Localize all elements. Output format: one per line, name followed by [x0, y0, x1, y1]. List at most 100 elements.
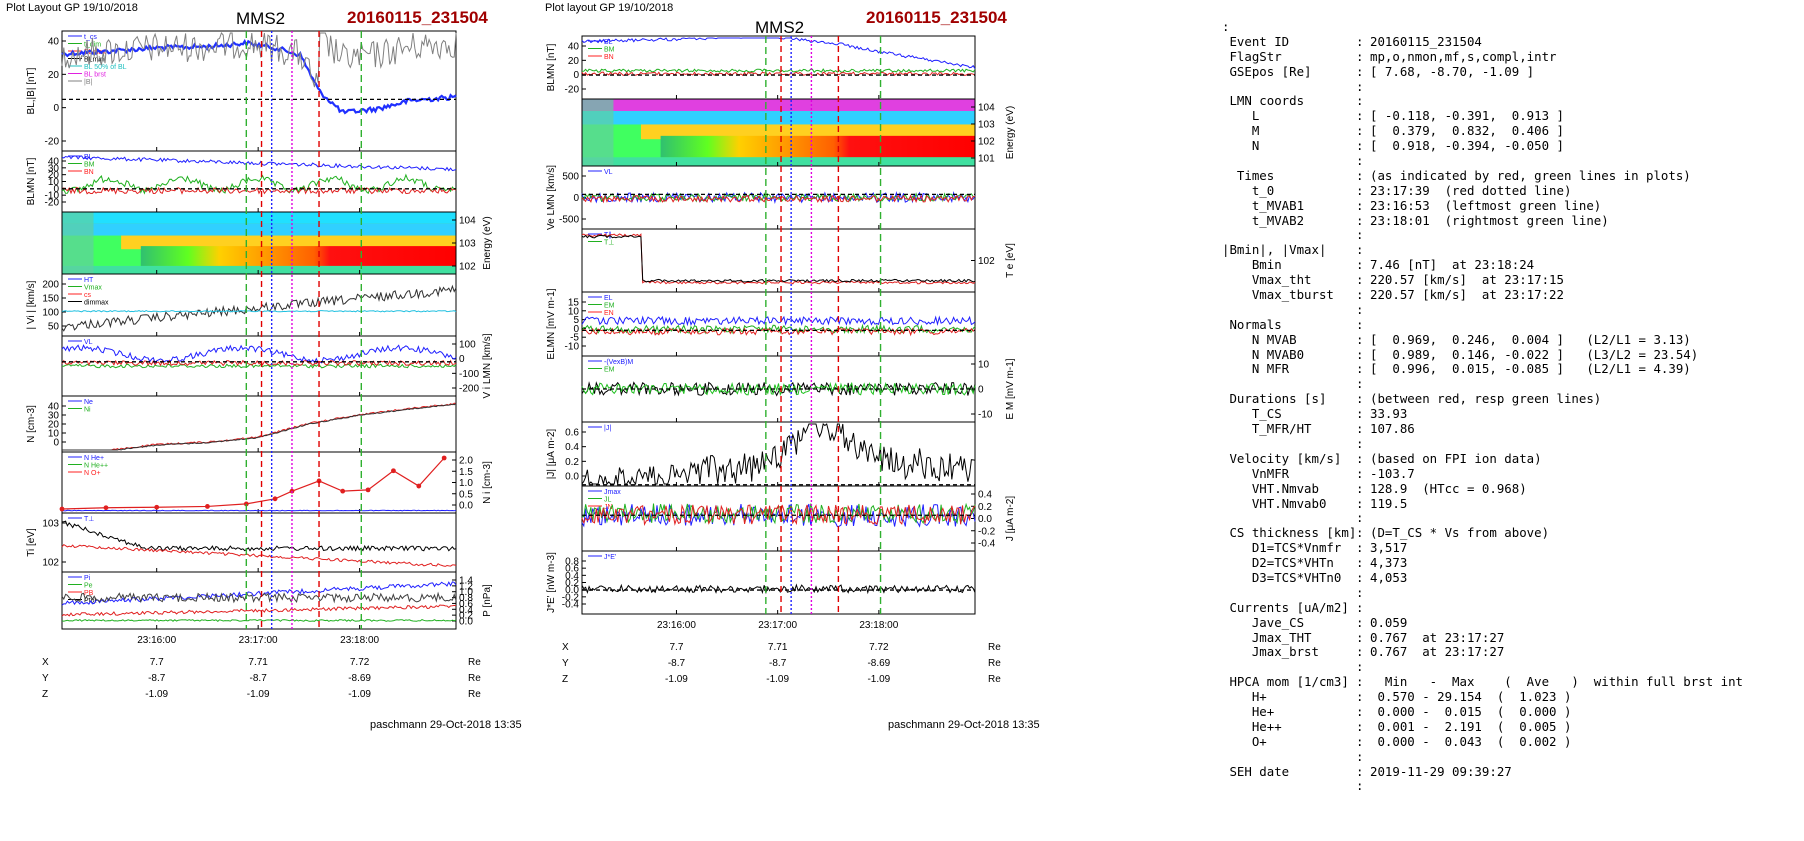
info-key: Event ID: [1222, 33, 1290, 49]
info-key: Jave_CS: [1222, 614, 1305, 630]
y-tick-label: -10: [565, 342, 580, 353]
info-key: H+: [1222, 689, 1267, 705]
r-tick-label: 102: [978, 137, 995, 148]
r-axis-label: J [μA m-2]: [1005, 496, 1016, 541]
y-tick-label: -500: [559, 215, 579, 226]
data-trace: [581, 381, 976, 397]
y-tick-label: -5: [570, 333, 579, 344]
info-colon: :: [1356, 361, 1364, 377]
orbit-value: -8.69: [348, 673, 371, 684]
y-tick-label: 0.0: [565, 585, 579, 596]
info-colon: :: [1356, 465, 1364, 481]
y-tick-label: 10: [568, 306, 580, 317]
info-row: VHT.Nmvab0:119.5: [1222, 495, 1800, 512]
info-colon: :: [1356, 406, 1364, 422]
info-key: D1=TCS*Vnmfr: [1222, 540, 1342, 556]
info-colon: :: [1356, 212, 1364, 228]
y-tick-label: 500: [562, 172, 579, 183]
info-row: :: [1222, 153, 1800, 169]
info-row: Times: (as indicated by red, green lines …: [1222, 167, 1800, 184]
info-colon: :: [1356, 331, 1364, 347]
data-trace: [61, 543, 457, 567]
y-tick-label: 0.2: [565, 457, 579, 468]
data-trace: [61, 38, 457, 115]
legend-entry: PB: [84, 590, 94, 597]
info-value: 33.93: [1370, 406, 1408, 422]
y-tick-label: 0.6: [565, 564, 579, 575]
info-key: FlagStr: [1222, 48, 1282, 64]
r-tick-label: 0.6: [459, 599, 473, 610]
orbit-value: -8.7: [668, 658, 686, 669]
info-value: [ 0.379, 0.832, 0.406 ]: [1370, 123, 1564, 139]
info-key: T_CS: [1222, 406, 1282, 422]
info-value: 7.46 [nT] at 23:18:24: [1370, 257, 1535, 273]
y-tick-label: 0.2: [565, 578, 579, 589]
he-plus-plus-line: [61, 457, 445, 510]
info-key: |Bmin|, |Vmax|: [1222, 242, 1327, 258]
info-value: 0.001 - 2.191 ( 0.005 ): [1370, 718, 1572, 734]
info-row: L: [ -0.118, -0.391, 0.913 ]: [1222, 108, 1800, 124]
right-footer: paschmann 29-Oct-2018 13:35: [888, 719, 1040, 731]
orbit-value: 7.71: [768, 642, 788, 653]
info-colon: :: [1356, 614, 1364, 630]
y-tick-label: 20: [568, 56, 580, 67]
legend-entry: N He+: [84, 455, 104, 462]
y-tick-label: 0: [573, 324, 579, 335]
info-value: [ 0.996, 0.015, -0.085 ] (L2/L1 = 4.39): [1370, 361, 1691, 377]
left-panel-8: 103 102 Ti [eV] T⊥: [26, 512, 457, 573]
info-colon: :: [1356, 391, 1364, 407]
r-tick-label: 0.5: [459, 489, 473, 500]
info-value: [ -0.118, -0.391, 0.913 ]: [1370, 108, 1564, 124]
info-row: D1=TCS*Vnmfr:3,517: [1222, 540, 1800, 556]
legend-entry: VL: [84, 339, 93, 346]
legend-entry: EN: [604, 310, 614, 317]
left-panel-9: 1.41.21.00.80.60.40.20.0P [nPa]PiPePBPto…: [61, 571, 493, 630]
y-tick-label: 0.8: [565, 557, 579, 568]
info-row: :: [1222, 376, 1800, 392]
info-value: 23:18:01 (rightmost green line): [1370, 212, 1609, 228]
info-row: :: [1222, 302, 1800, 318]
data-trace: [581, 37, 976, 70]
orbit-value: -1.09: [348, 689, 371, 700]
info-colon: :: [1356, 287, 1364, 303]
info-colon: :: [1356, 242, 1364, 258]
info-value: (as indicated by red, green lines in plo…: [1370, 167, 1691, 183]
info-row: HPCA mom [1/cm3]: Min - Max ( Ave ) with…: [1222, 674, 1800, 690]
r-tick-label: 0.0: [459, 617, 473, 628]
info-key: N MVAB0: [1222, 346, 1305, 362]
info-value: (D=T_CS * Vs from above): [1370, 525, 1550, 541]
y-tick-label: 20: [48, 70, 60, 81]
y-axis-label: BLMN [nT]: [26, 157, 37, 205]
left-panel-3: 104 103 102 Energy (eV): [61, 211, 493, 275]
info-value: 128.9 (HTcc = 0.968): [1370, 480, 1527, 496]
info-colon: :: [1356, 272, 1364, 288]
info-row: Jave_CS:0.059: [1222, 614, 1800, 631]
spectrogram-low-band: [582, 157, 975, 166]
orbit-unit: Re: [988, 642, 1001, 653]
legend-entry: -(VexB)M: [604, 359, 633, 366]
info-colon: :: [1356, 376, 1364, 392]
info-key: VHT.Nmvab0: [1222, 495, 1327, 511]
info-colon: :: [1356, 123, 1364, 139]
data-trace: [581, 192, 976, 203]
info-key: Velocity [km/s]: [1222, 450, 1342, 466]
info-colon: :: [1356, 510, 1364, 526]
legend-entry: Jmax: [604, 489, 621, 496]
r-axis-label: P [nPa]: [482, 584, 493, 617]
r-tick-label: 103: [459, 239, 476, 250]
orbit-value: -1.09: [665, 674, 688, 685]
info-key: CS thickness [km]: [1222, 525, 1357, 541]
info-colon: :: [1356, 584, 1364, 600]
y-tick-label: 0: [573, 193, 579, 204]
info-colon: :: [1356, 63, 1364, 79]
info-key: M: [1222, 123, 1260, 139]
y-tick-label: 40: [48, 37, 60, 48]
y-axis-label: BLMN [nT]: [546, 43, 557, 91]
info-row: LMN coords:: [1222, 94, 1800, 109]
y-tick-label: 0.0: [565, 472, 579, 483]
y-tick-label: 5: [573, 315, 579, 326]
info-row: :: [1222, 659, 1800, 675]
info-row: :: [1222, 436, 1800, 452]
